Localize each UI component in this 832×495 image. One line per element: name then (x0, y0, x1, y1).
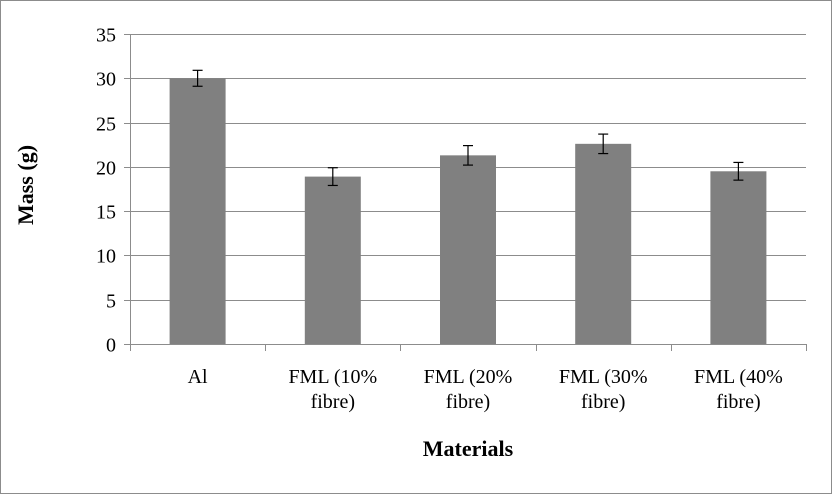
y-tick-label: 35 (96, 25, 116, 47)
y-tick-label: 10 (96, 246, 116, 268)
error-bars (192, 69, 744, 187)
axes (124, 34, 807, 351)
bar (169, 78, 226, 345)
y-tick-labels: 0 5 10 15 20 25 30 35 (96, 25, 116, 357)
y-tick-label: 15 (96, 202, 116, 224)
bar (440, 155, 496, 344)
y-tick-label: 5 (106, 291, 116, 313)
y-tick-label: 30 (96, 69, 116, 91)
bar (304, 176, 361, 344)
bar (710, 171, 767, 344)
y-tick-label: 25 (96, 114, 116, 136)
bars (169, 78, 767, 345)
x-tick-label: FML (10% fibre) (288, 366, 377, 413)
y-axis-title: Mass (g) (13, 145, 38, 225)
x-tick-labels: Al FML (10% fibre) FML (20% fibre) FML (30% fi… (188, 366, 783, 413)
y-tick-label: 0 (106, 335, 116, 357)
x-tick-label: Al (188, 366, 208, 388)
x-tick-label: FML (30% fibre) (559, 366, 648, 413)
y-tick-label: 20 (96, 158, 116, 180)
bar (575, 143, 632, 344)
x-tick-label: FML (40% fibre) (694, 366, 783, 413)
x-axis-title: Materials (423, 436, 514, 461)
x-tick-label: FML (20% fibre) (424, 366, 513, 413)
